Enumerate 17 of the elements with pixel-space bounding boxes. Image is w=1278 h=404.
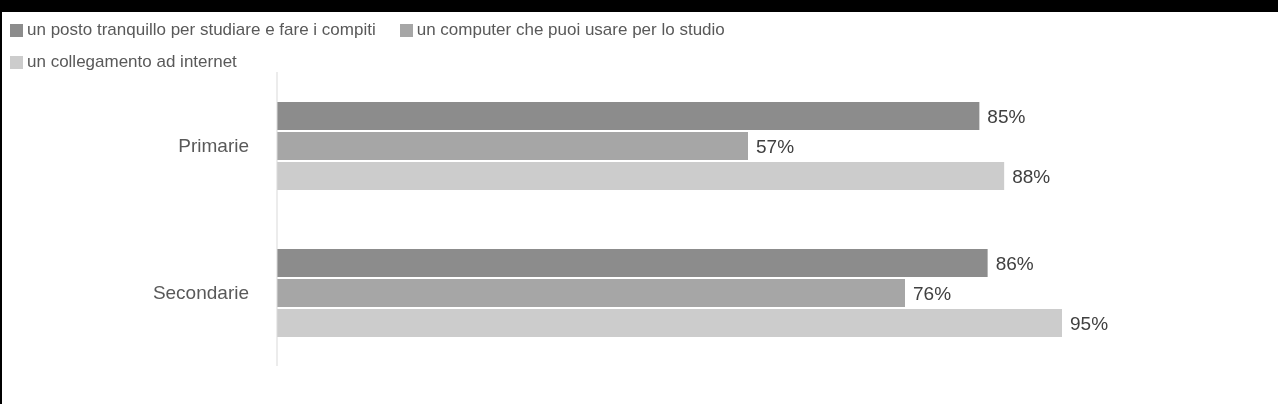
legend-label: un computer che puoi usare per lo studio bbox=[416, 20, 725, 40]
data-label: 86% bbox=[995, 252, 1034, 274]
bar bbox=[277, 309, 1062, 337]
legend-label: un collegamento ad internet bbox=[27, 52, 237, 72]
data-label: 95% bbox=[1070, 312, 1109, 334]
y-tick-label: Secondarie bbox=[152, 282, 249, 304]
legend-label: un posto tranquillo per studiare e fare i compiti bbox=[27, 20, 376, 40]
bar bbox=[277, 102, 980, 130]
data-label: 85% bbox=[987, 105, 1026, 127]
data-label: 57% bbox=[756, 135, 795, 157]
bar bbox=[277, 279, 905, 307]
bar bbox=[277, 249, 988, 277]
data-label: 88% bbox=[1012, 165, 1051, 187]
data-label: 76% bbox=[913, 282, 952, 304]
y-tick-label: Primarie bbox=[178, 135, 249, 157]
bar bbox=[277, 132, 748, 160]
bar bbox=[277, 162, 1005, 190]
